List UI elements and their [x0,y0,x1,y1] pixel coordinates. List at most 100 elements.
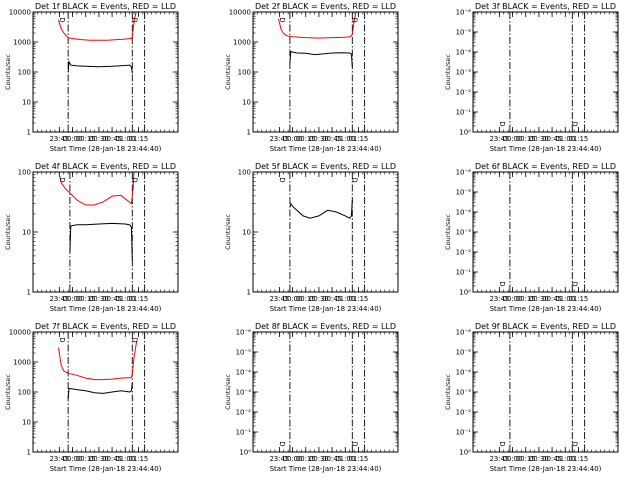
x-axis-label: Start Time (28-Jan-18 23:44:40) [270,145,382,153]
x-tick-label: 00:00 [503,455,523,463]
x-tick-label: 23:45 [270,135,290,143]
y-tick-label: 10⁻² [456,409,472,417]
x-tick-label: 00:15 [76,135,96,143]
x-tick-label: 00:15 [296,455,316,463]
panel-title: Det 8f BLACK = Events, RED = LLD [255,322,396,331]
x-tick-label: 00:45 [322,455,342,463]
y-axis-label: Counts/sec [4,374,12,410]
y-tick-label: 10⁻¹ [456,109,472,117]
x-tick-label: 01:15 [349,135,369,143]
y-tick-label: 100 [18,169,31,177]
x-tick-label: 23:45 [490,295,510,303]
lld-rate-line [58,12,137,41]
annotation-marker: D [570,281,578,286]
x-tick-label: 00:30 [309,295,329,303]
x-tick-label: 00:15 [296,295,316,303]
x-tick-label: 01:00 [115,295,135,303]
x-tick-label: 01:00 [555,135,575,143]
y-tick-label: 1 [27,129,31,137]
y-tick-label: 1 [247,129,251,137]
panel-title: Det 5f BLACK = Events, RED = LLD [255,162,396,171]
y-tick-label: 10⁻⁴ [456,49,472,57]
plot-frame [252,11,399,133]
panel-det-5: Det 5f BLACK = Events, RED = LLD Counts/s… [224,162,399,313]
x-tick-label: 01:15 [129,135,149,143]
x-tick-label: 00:15 [516,455,536,463]
y-axis-label: Counts/sec [224,54,232,90]
x-tick-label: 01:15 [349,455,369,463]
x-tick-label: 00:15 [296,135,316,143]
y-tick-label: 10⁻¹ [456,429,472,437]
y-tick-label: 10⁻⁶ [236,329,252,337]
panel-det-2: Det 2f BLACK = Events, RED = LLD Counts/s… [224,2,399,153]
y-tick-label: 100 [238,169,251,177]
x-tick-label: 00:45 [322,135,342,143]
x-tick-label: 00:00 [63,455,83,463]
annotation-marker: D [130,337,138,342]
panel-det-7: Det 7f BLACK = Events, RED = LLD Counts/s… [4,322,179,473]
x-tick-label: 23:45 [50,295,70,303]
y-tick-label: 10⁻⁵ [456,29,472,37]
x-tick-label: 23:45 [490,455,510,463]
panel-title: Det 4f BLACK = Events, RED = LLD [35,162,176,171]
panel-det-3: Det 3f BLACK = Events, RED = LLD Counts/s… [444,2,619,153]
y-tick-label: 10⁻¹ [236,429,252,437]
x-tick-label: 23:45 [50,455,70,463]
y-tick-label: 100 [18,389,31,397]
annotation-marker: D [498,121,506,126]
panel-title: Det 2f BLACK = Events, RED = LLD [255,2,396,11]
y-tick-label: 10⁻³ [236,389,252,397]
y-tick-label: 10 [22,99,31,107]
x-axis-label: Start Time (28-Jan-18 23:44:40) [270,305,382,313]
y-tick-label: 10⁻⁵ [456,349,472,357]
x-axis-label: Start Time (28-Jan-18 23:44:40) [50,305,162,313]
x-tick-label: 01:00 [115,135,135,143]
panel-det-8: Det 8f BLACK = Events, RED = LLD Counts/s… [224,322,399,473]
annotation-marker: D [570,121,578,126]
annotation-marker: D [350,441,358,446]
x-tick-label: 00:00 [503,135,523,143]
panel-title: Det 9f BLACK = Events, RED = LLD [475,322,616,331]
x-tick-label: 01:00 [115,455,135,463]
x-tick-label: 00:30 [89,295,109,303]
y-tick-label: 10⁻⁴ [456,369,472,377]
y-tick-label: 10⁰ [459,289,471,297]
y-tick-label: 100 [238,69,251,77]
x-tick-label: 23:45 [270,295,290,303]
x-tick-label: 01:15 [129,455,149,463]
x-tick-label: 00:45 [102,135,122,143]
x-tick-label: 00:00 [63,135,83,143]
event-rate-line [289,50,353,67]
panel-det-1: Det 1f BLACK = Events, RED = LLD Counts/s… [4,2,179,153]
x-tick-label: 01:00 [335,135,355,143]
event-rate-line [67,382,133,399]
panel-det-4: Det 4f BLACK = Events, RED = LLD Counts/s… [4,162,179,313]
y-tick-label: 10⁻⁴ [236,369,252,377]
plot-frame [252,331,399,453]
plot-frame [252,171,399,293]
y-tick-label: 10 [242,229,251,237]
x-tick-label: 00:45 [542,455,562,463]
x-axis-label: Start Time (28-Jan-18 23:44:40) [50,145,162,153]
annotation-marker: D [498,281,506,286]
y-axis-label: Counts/sec [444,214,452,250]
y-tick-label: 10⁻¹ [456,269,472,277]
y-tick-label: 10⁻⁵ [236,349,252,357]
x-tick-label: 00:45 [322,295,342,303]
plot-frame [32,331,179,453]
x-axis-label: Start Time (28-Jan-18 23:44:40) [50,465,162,473]
y-axis-label: Counts/sec [4,214,12,250]
annotation-marker: D [278,441,286,446]
x-tick-label: 00:45 [542,135,562,143]
x-tick-label: 01:15 [349,295,369,303]
y-tick-label: 10⁻² [456,89,472,97]
x-tick-label: 01:00 [335,455,355,463]
y-tick-label: 10 [242,99,251,107]
lld-rate-line [58,172,135,206]
annotation-marker: D [58,337,66,342]
y-tick-label: 10⁻⁶ [456,329,472,337]
x-tick-label: 01:00 [335,295,355,303]
x-tick-label: 00:30 [89,455,109,463]
x-tick-label: 00:30 [529,135,549,143]
y-tick-label: 10000 [9,329,31,337]
